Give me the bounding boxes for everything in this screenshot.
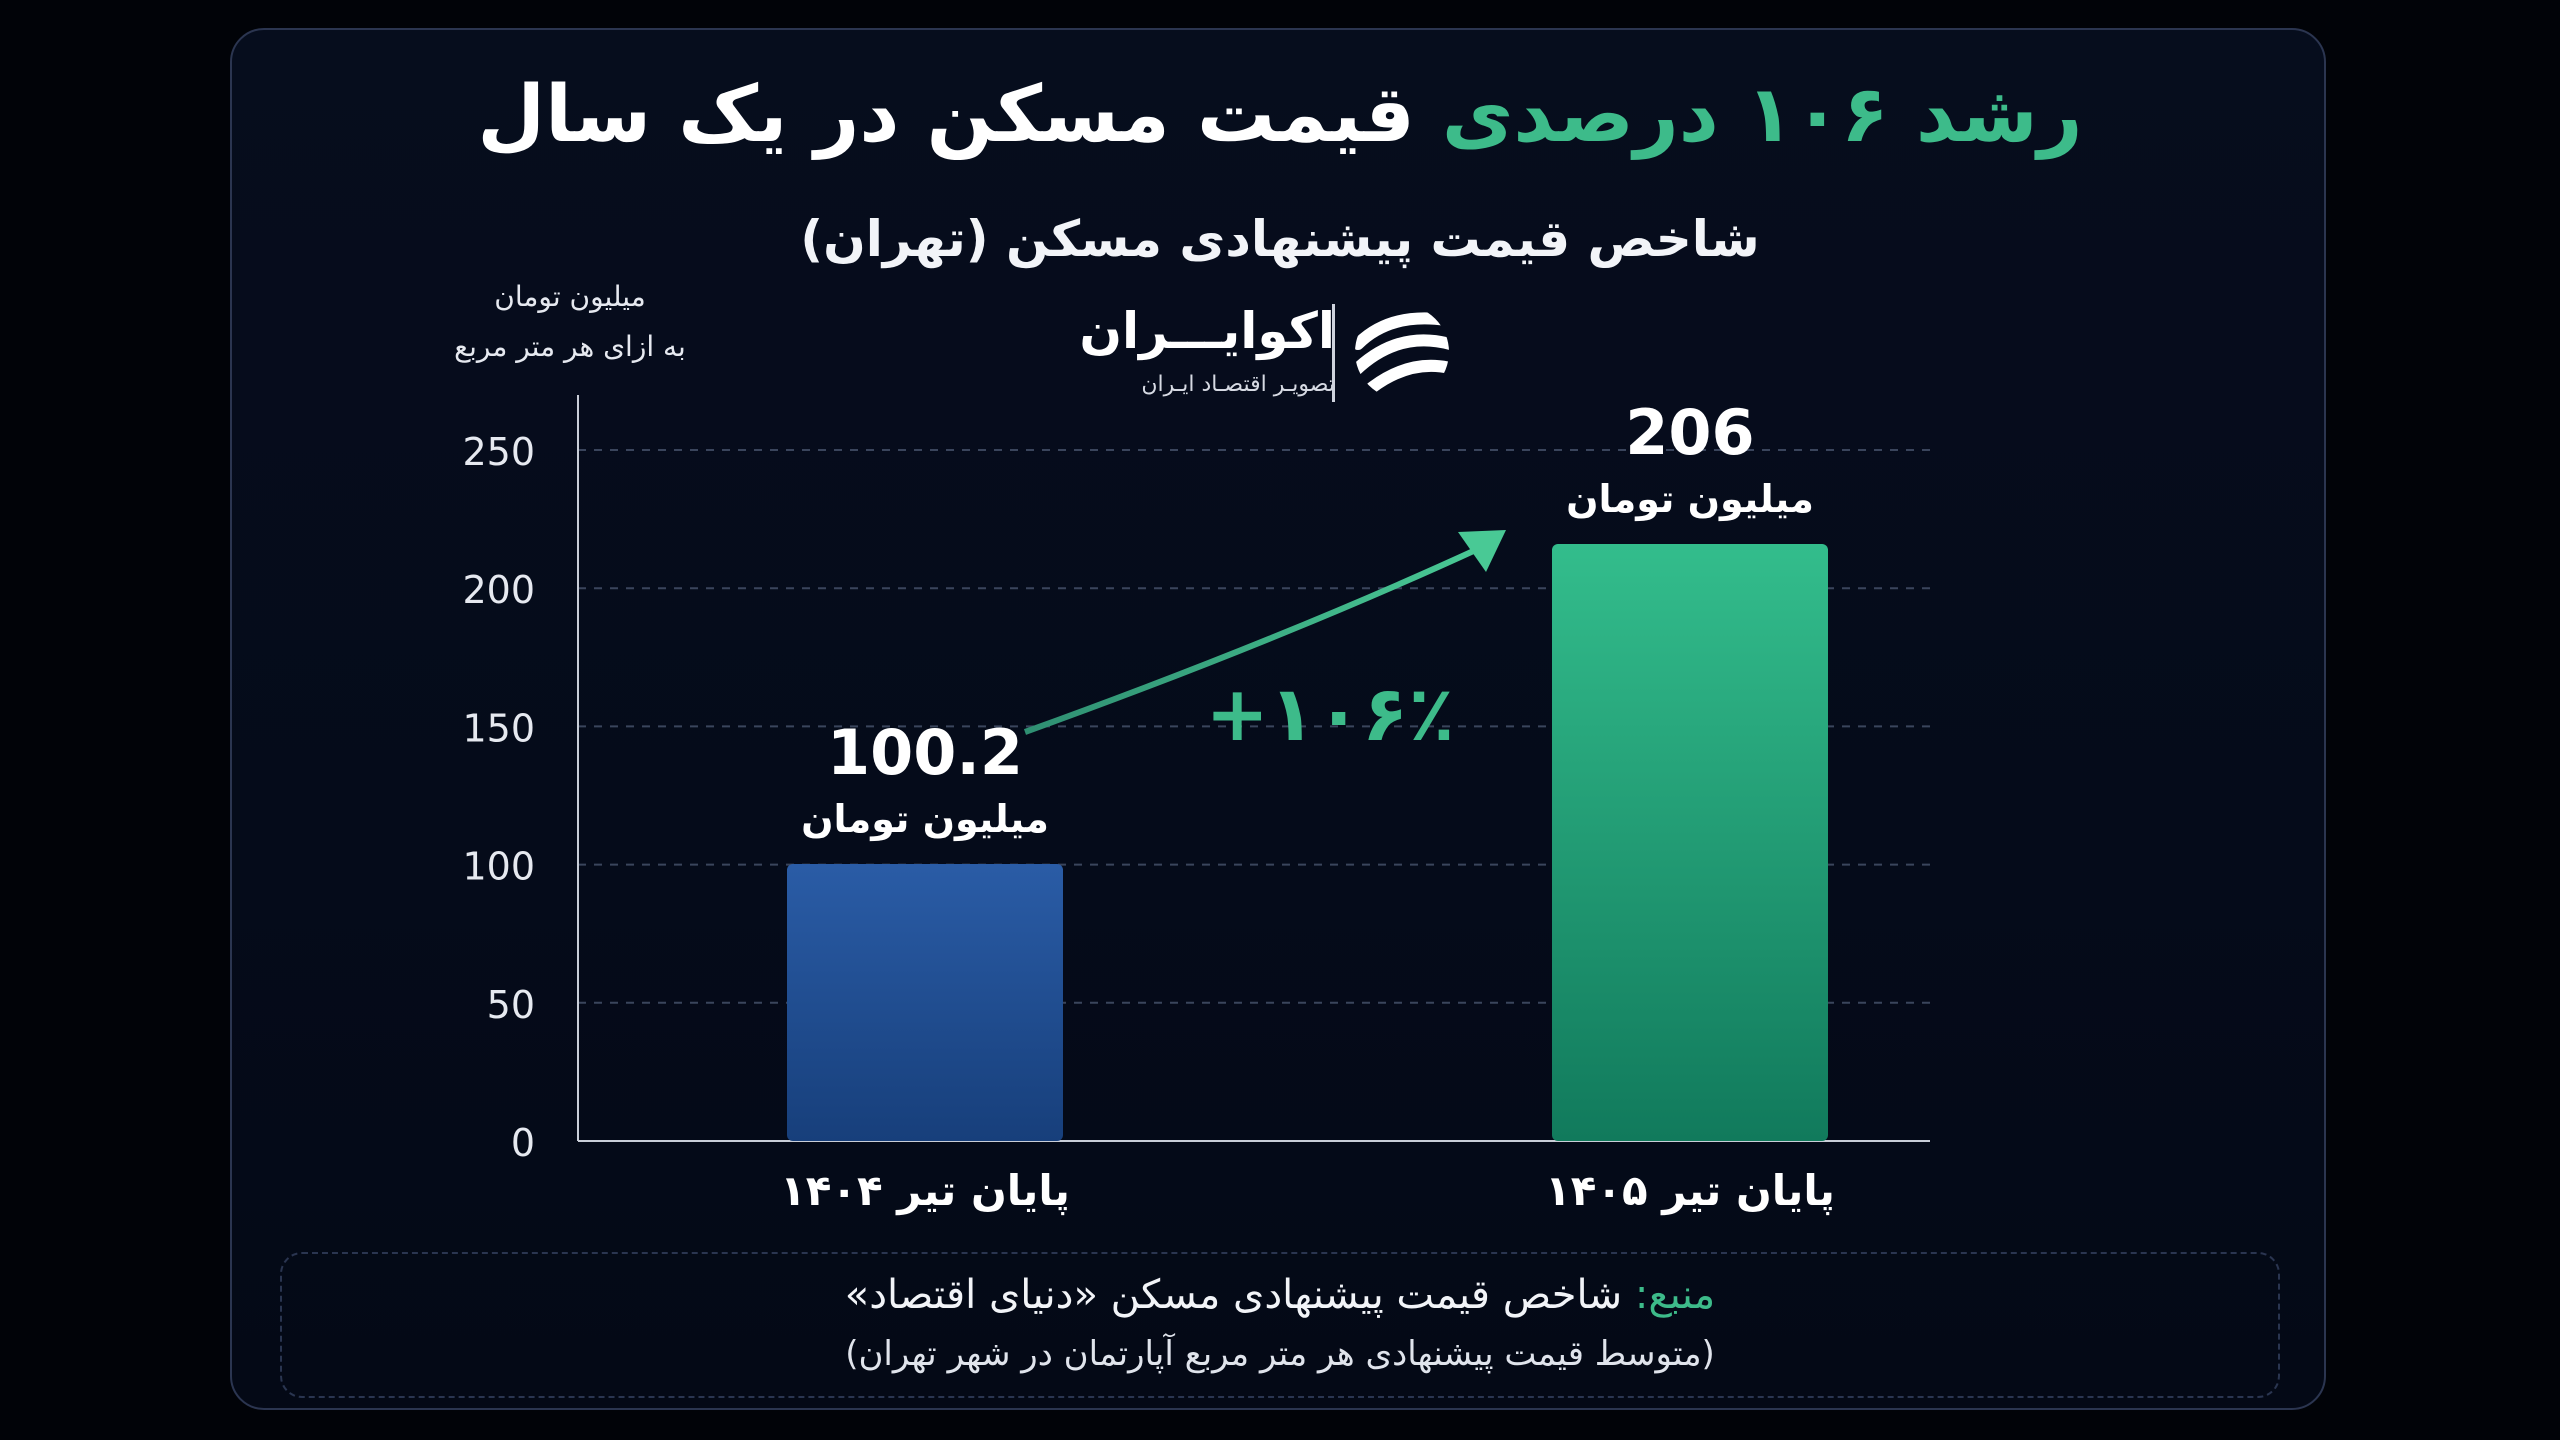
y-tick-label: 150 <box>462 706 535 750</box>
y-tick-label: 100 <box>462 845 535 889</box>
bar-chart: 0 50 100 150 200 250 100.2 میلیون تومان پایان ت… <box>462 395 1930 1216</box>
chart-subtitle: شاخص قیمت پیشنهادی مسکن (تهران) <box>800 210 1760 268</box>
unit-line-2: به ازای هر متر مربع <box>454 330 686 363</box>
y-tick-label: 250 <box>462 430 535 474</box>
bar-value-label: 100.2 <box>827 716 1023 789</box>
y-axis-unit-label: میلیون تومان به ازای هر متر مربع <box>440 272 700 372</box>
bar <box>787 864 1063 1141</box>
logo-icon <box>1355 312 1449 399</box>
logo-tagline: تصویـر اقتصـاد ایـران <box>1141 372 1335 397</box>
title-rest: قیمت مسکن در یک سال <box>477 70 1415 160</box>
chart-panel <box>230 28 2326 1410</box>
growth-arrow-head <box>1458 530 1506 572</box>
source-text: شاخص قیمت پیشنهادی مسکن «دنیای اقتصاد» <box>844 1272 1623 1318</box>
title-accent: رشد ۱۰۶ درصدی <box>1441 70 2083 160</box>
bar-unit-label: میلیون تومان <box>1566 477 1814 521</box>
x-tick-label: پایان تیر ۱۴۰۴ <box>780 1166 1070 1216</box>
x-tick-label: پایان تیر ۱۴۰۵ <box>1545 1166 1835 1216</box>
y-tick-label: 200 <box>462 568 535 612</box>
source-note: (متوسط قیمت پیشنهادی هر متر مربع آپارتما… <box>845 1334 1715 1374</box>
label-layer: 100.2 میلیون تومان پایان تیر ۱۴۰۴ 206 میلیون… <box>780 396 1835 1216</box>
growth-arrow-line <box>1023 545 1482 735</box>
logo-name: اکوایـــران <box>1079 302 1335 360</box>
brand-logo: اکوایـــران تصویـر اقتصـاد ایـران <box>1079 300 1460 408</box>
y-tick-label: 0 <box>511 1121 535 1165</box>
unit-line-1: میلیون تومان <box>494 280 646 313</box>
growth-annotation: +۱۰۶٪ <box>1205 669 1454 758</box>
page-title: رشد ۱۰۶ درصدی قیمت مسکن در یک سال <box>0 70 2560 160</box>
logo-separator <box>1332 304 1335 402</box>
source-key: منبع: <box>1634 1272 1716 1318</box>
growth-arrow <box>1023 530 1506 735</box>
source-line: منبع: شاخص قیمت پیشنهادی مسکن «دنیای اقت… <box>282 1272 2278 1318</box>
source-box: منبع: شاخص قیمت پیشنهادی مسکن «دنیای اقت… <box>280 1252 2280 1398</box>
y-tick-label: 50 <box>487 983 535 1027</box>
bar-unit-label: میلیون تومان <box>801 797 1049 841</box>
bar <box>1552 543 1828 1141</box>
bar-value-label: 206 <box>1625 396 1754 469</box>
bar-layer <box>787 543 1828 1141</box>
